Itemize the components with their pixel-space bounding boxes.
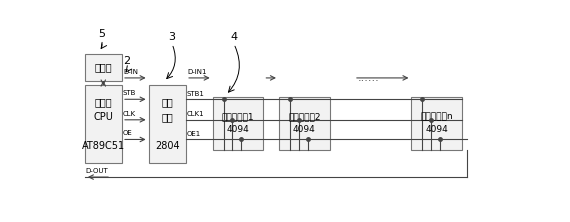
Text: 移位寄存器1
4094: 移位寄存器1 4094 [222, 112, 254, 134]
Text: CLK: CLK [123, 111, 136, 117]
Text: D-OUT: D-OUT [86, 168, 108, 174]
Bar [279, 97, 329, 150]
Text: OE1: OE1 [187, 131, 201, 137]
Bar [84, 85, 122, 163]
Text: 5: 5 [98, 29, 105, 39]
Text: 下位机
CPU

AT89C51: 下位机 CPU AT89C51 [82, 97, 125, 151]
Bar [149, 85, 186, 163]
Text: D-IN1: D-IN1 [187, 69, 206, 75]
Text: 3: 3 [169, 32, 176, 42]
Text: STB1: STB1 [187, 91, 205, 97]
Text: CLK1: CLK1 [187, 111, 205, 117]
Bar [213, 97, 263, 150]
Text: 2: 2 [123, 56, 130, 66]
Text: OE: OE [123, 130, 133, 136]
Bar [412, 97, 462, 150]
Text: STB: STB [123, 90, 136, 96]
Bar [84, 54, 122, 81]
Text: ......: ...... [357, 73, 379, 83]
Text: 4: 4 [230, 32, 237, 42]
Text: 驱动
芯片

2804: 驱动 芯片 2804 [155, 97, 180, 151]
Text: 移位寄存器2
4094: 移位寄存器2 4094 [288, 112, 320, 134]
Text: 移位寄存器n
4094: 移位寄存器n 4094 [421, 112, 453, 134]
Text: 存储器: 存储器 [95, 63, 112, 73]
Text: D-IN: D-IN [123, 69, 138, 75]
